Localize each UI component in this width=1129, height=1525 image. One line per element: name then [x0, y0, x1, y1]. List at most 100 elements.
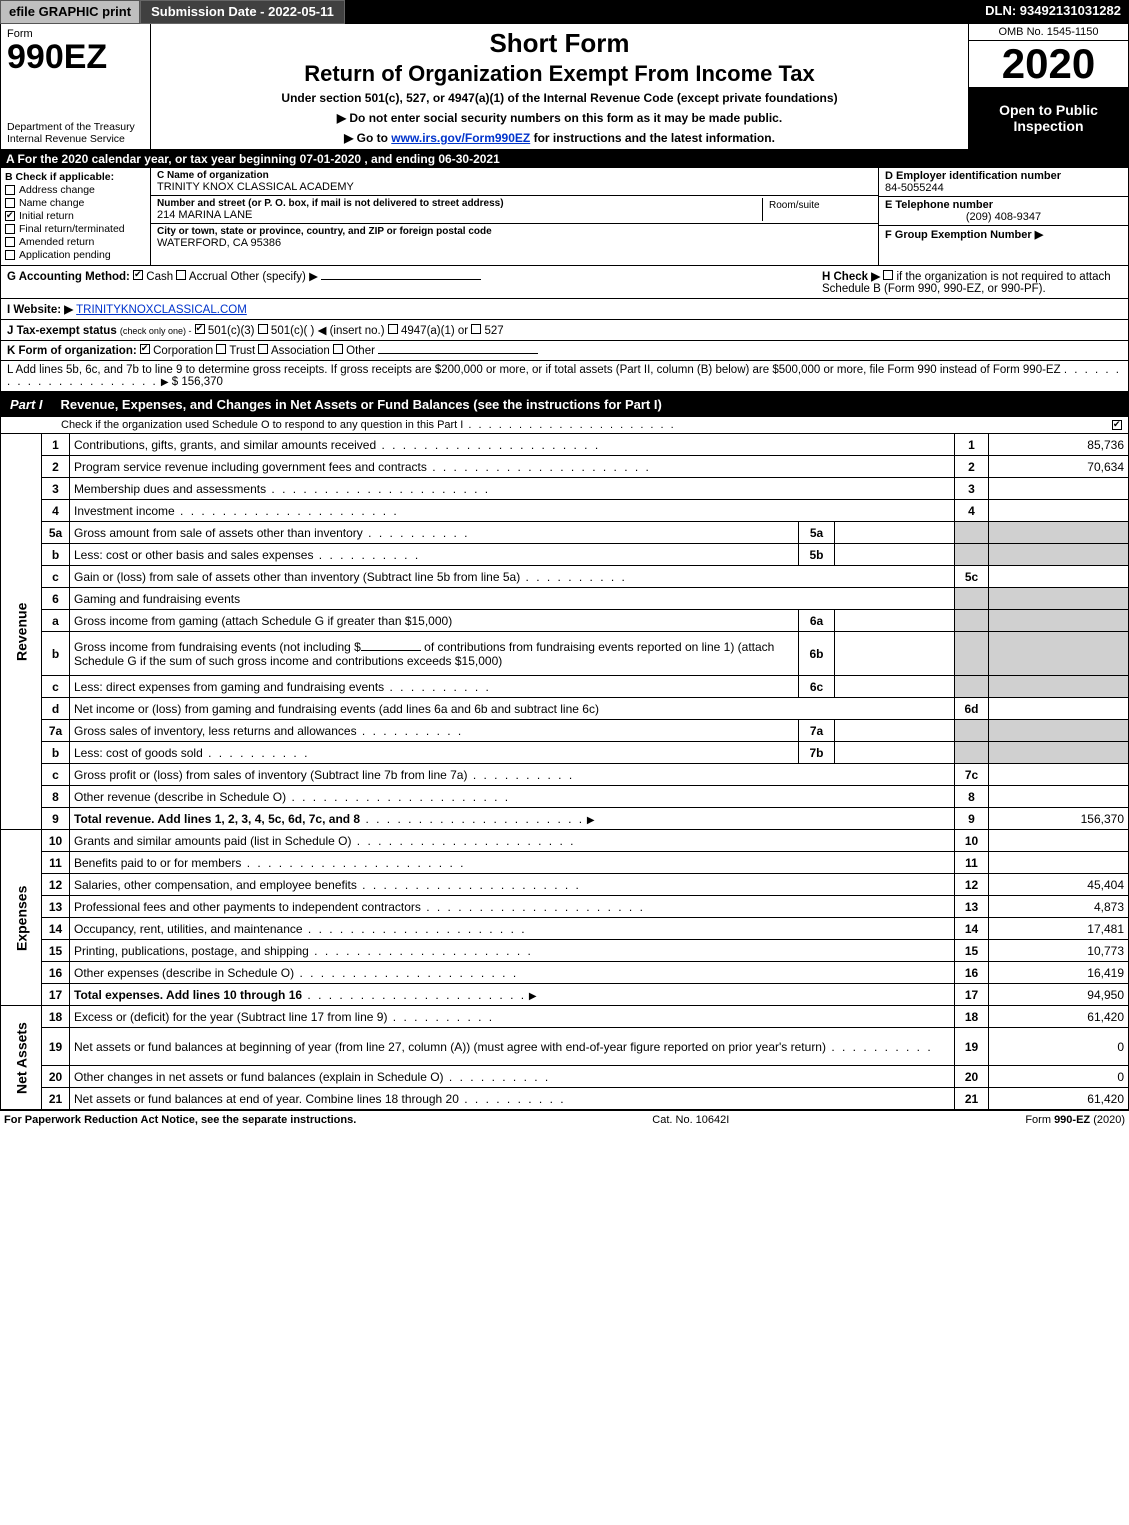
row-g-h: G Accounting Method: Cash Accrual Other … — [0, 266, 1129, 299]
line-9-value: 156,370 — [989, 808, 1129, 830]
checkbox-association[interactable] — [258, 344, 268, 354]
line-20: 20 Other changes in net assets or fund b… — [1, 1066, 1129, 1088]
checkbox-trust[interactable] — [216, 344, 226, 354]
accounting-method-label: G Accounting Method: — [7, 271, 130, 283]
line-2: 2 Program service revenue including gove… — [1, 456, 1129, 478]
line-14-desc: Occupancy, rent, utilities, and maintena… — [70, 918, 955, 940]
label-amended-return: Amended return — [19, 236, 94, 248]
checkbox-501c3[interactable] — [195, 324, 205, 334]
line-18-desc: Excess or (deficit) for the year (Subtra… — [70, 1006, 955, 1028]
header-left: Form 990EZ Department of the Treasury In… — [1, 24, 151, 149]
form-header: Form 990EZ Department of the Treasury In… — [0, 24, 1129, 150]
label-initial-return: Initial return — [19, 210, 74, 222]
line-6b-amount-input[interactable] — [361, 650, 421, 651]
line-15: 15 Printing, publications, postage, and … — [1, 940, 1129, 962]
checkbox-cash[interactable] — [133, 270, 143, 280]
label-other-method: Other (specify) ▶ — [230, 271, 317, 283]
checkbox-schedule-o[interactable] — [1112, 420, 1122, 430]
part-i-sub-text: Check if the organization used Schedule … — [61, 419, 676, 431]
box-l: L Add lines 5b, 6c, and 7b to line 9 to … — [0, 361, 1129, 392]
omb-number: OMB No. 1545-1150 — [969, 24, 1128, 41]
form-number: 990EZ — [7, 40, 144, 74]
line-12-value: 45,404 — [989, 874, 1129, 896]
org-form-label: K Form of organization: — [7, 345, 137, 357]
line-10: Expenses 10 Grants and similar amounts p… — [1, 830, 1129, 852]
sidebar-netassets: Net Assets — [1, 1006, 42, 1110]
line-5c-desc: Gain or (loss) from sale of assets other… — [70, 566, 955, 588]
checkbox-final-return[interactable] — [5, 224, 15, 234]
h-check-label: H Check ▶ — [822, 271, 880, 283]
line-16: 16 Other expenses (describe in Schedule … — [1, 962, 1129, 984]
line-13-desc: Professional fees and other payments to … — [70, 896, 955, 918]
line-15-desc: Printing, publications, postage, and shi… — [70, 940, 955, 962]
line-20-desc: Other changes in net assets or fund bala… — [70, 1066, 955, 1088]
part-i-title: Revenue, Expenses, and Changes in Net As… — [61, 397, 662, 412]
info-grid: B Check if applicable: Address change Na… — [0, 168, 1129, 266]
line-20-value: 0 — [989, 1066, 1129, 1088]
line-13: 13 Professional fees and other payments … — [1, 896, 1129, 918]
street-value: 214 MARINA LANE — [157, 209, 762, 221]
line-15-value: 10,773 — [989, 940, 1129, 962]
phone-value: (209) 408-9347 — [885, 211, 1122, 223]
checkbox-amended-return[interactable] — [5, 237, 15, 247]
checkbox-527[interactable] — [471, 324, 481, 334]
tax-year-range: A For the 2020 calendar year, or tax yea… — [0, 150, 1129, 168]
checkbox-4947a1[interactable] — [388, 324, 398, 334]
box-b-label: B Check if applicable: — [5, 171, 146, 183]
efile-print-button[interactable]: efile GRAPHIC print — [0, 0, 140, 24]
line-5b-value — [835, 544, 955, 566]
box-g: G Accounting Method: Cash Accrual Other … — [7, 269, 812, 295]
city-label: City or town, state or province, country… — [157, 226, 872, 237]
line-5a: 5a Gross amount from sale of assets othe… — [1, 522, 1129, 544]
line-4: 4 Investment income 4 — [1, 500, 1129, 522]
checkbox-name-change[interactable] — [5, 198, 15, 208]
city-value: WATERFORD, CA 95386 — [157, 237, 872, 249]
checkbox-application-pending[interactable] — [5, 250, 15, 260]
checkbox-initial-return[interactable] — [5, 211, 15, 221]
line-6-desc: Gaming and fundraising events — [70, 588, 955, 610]
line-14-value: 17,481 — [989, 918, 1129, 940]
line-21-desc: Net assets or fund balances at end of ye… — [70, 1088, 955, 1110]
line-17: 17 Total expenses. Add lines 10 through … — [1, 984, 1129, 1006]
checkbox-address-change[interactable] — [5, 185, 15, 195]
box-j: J Tax-exempt status (check only one) - 5… — [0, 320, 1129, 341]
checkbox-accrual[interactable] — [176, 270, 186, 280]
box-b: B Check if applicable: Address change Na… — [1, 168, 151, 265]
checkbox-501c[interactable] — [258, 324, 268, 334]
line-7c-value — [989, 764, 1129, 786]
line-2-value: 70,634 — [989, 456, 1129, 478]
line-3-value — [989, 478, 1129, 500]
other-org-input[interactable] — [378, 353, 538, 354]
line-17-value: 94,950 — [989, 984, 1129, 1006]
checkbox-corporation[interactable] — [140, 344, 150, 354]
line-17-desc: Total expenses. Add lines 10 through 16 — [70, 984, 955, 1006]
label-trust: Trust — [229, 345, 255, 357]
line-5b: b Less: cost or other basis and sales ex… — [1, 544, 1129, 566]
box-k: K Form of organization: Corporation Trus… — [0, 341, 1129, 361]
box-def: D Employer identification number 84-5055… — [878, 168, 1128, 265]
irs-link[interactable]: www.irs.gov/Form990EZ — [391, 131, 530, 145]
line-1: Revenue 1 Contributions, gifts, grants, … — [1, 434, 1129, 456]
title-main: Return of Organization Exempt From Incom… — [159, 61, 960, 87]
other-method-input[interactable] — [321, 279, 481, 280]
line-10-desc: Grants and similar amounts paid (list in… — [70, 830, 955, 852]
checkbox-h[interactable] — [883, 270, 893, 280]
street-label: Number and street (or P. O. box, if mail… — [157, 198, 762, 209]
line-9: 9 Total revenue. Add lines 1, 2, 3, 4, 5… — [1, 808, 1129, 830]
line-6a-desc: Gross income from gaming (attach Schedul… — [70, 610, 799, 632]
part-i-sub: Check if the organization used Schedule … — [0, 417, 1129, 433]
label-other-org: Other — [346, 345, 375, 357]
tax-year: 2020 — [969, 41, 1128, 87]
website-link[interactable]: TRINITYKNOXCLASSICAL.COM — [76, 304, 247, 316]
line-7b: b Less: cost of goods sold 7b — [1, 742, 1129, 764]
title-short: Short Form — [159, 28, 960, 59]
open-to-public: Open to Public Inspection — [969, 87, 1128, 149]
part-i-label: Part I — [6, 395, 53, 414]
footer-paperwork: For Paperwork Reduction Act Notice, see … — [4, 1114, 356, 1126]
checkbox-other-org[interactable] — [333, 344, 343, 354]
room-suite-label: Room/suite — [762, 198, 872, 221]
line-21-value: 61,420 — [989, 1088, 1129, 1110]
line-6: 6 Gaming and fundraising events — [1, 588, 1129, 610]
line-9-desc: Total revenue. Add lines 1, 2, 3, 4, 5c,… — [70, 808, 955, 830]
line-5a-value — [835, 522, 955, 544]
